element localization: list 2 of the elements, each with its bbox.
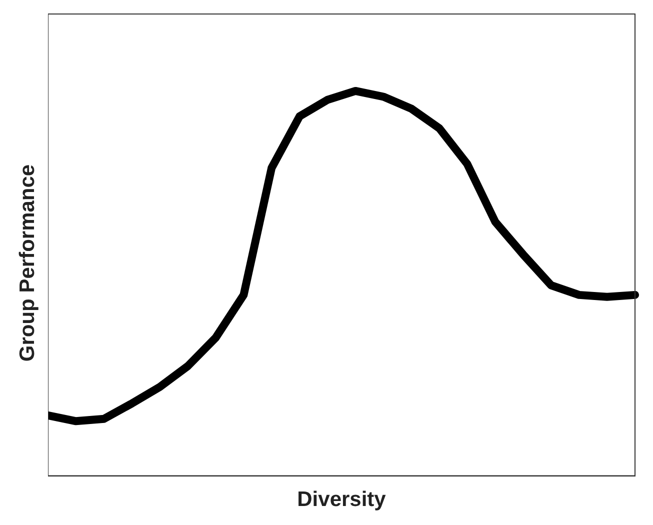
y-axis-title: Group Performance	[16, 164, 40, 362]
x-axis-title: Diversity	[297, 488, 386, 512]
